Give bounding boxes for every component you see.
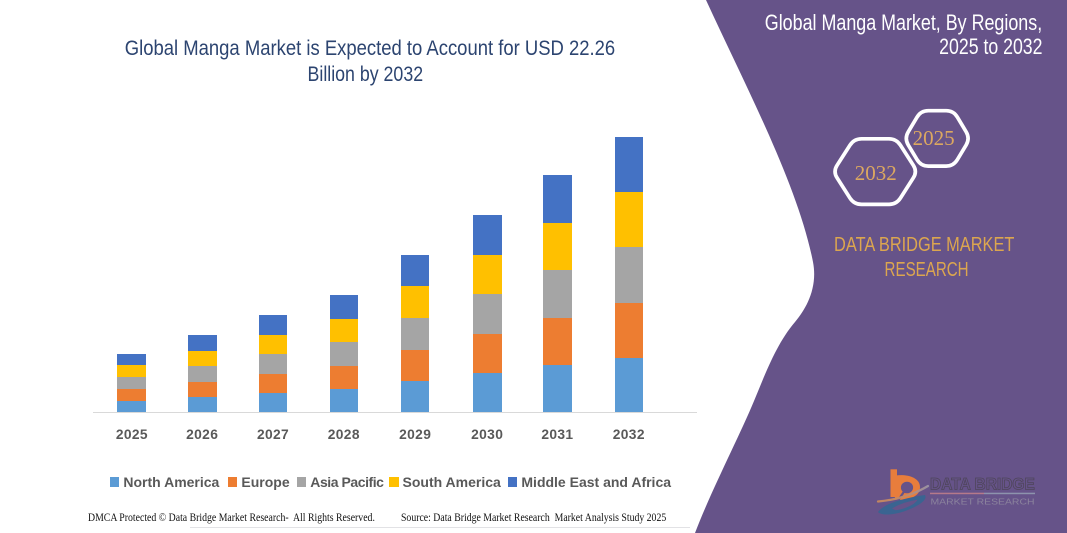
svg-text:MARKET RESEARCH: MARKET RESEARCH [931,497,1035,507]
svg-text:DATA BRIDGE: DATA BRIDGE [930,474,1035,493]
